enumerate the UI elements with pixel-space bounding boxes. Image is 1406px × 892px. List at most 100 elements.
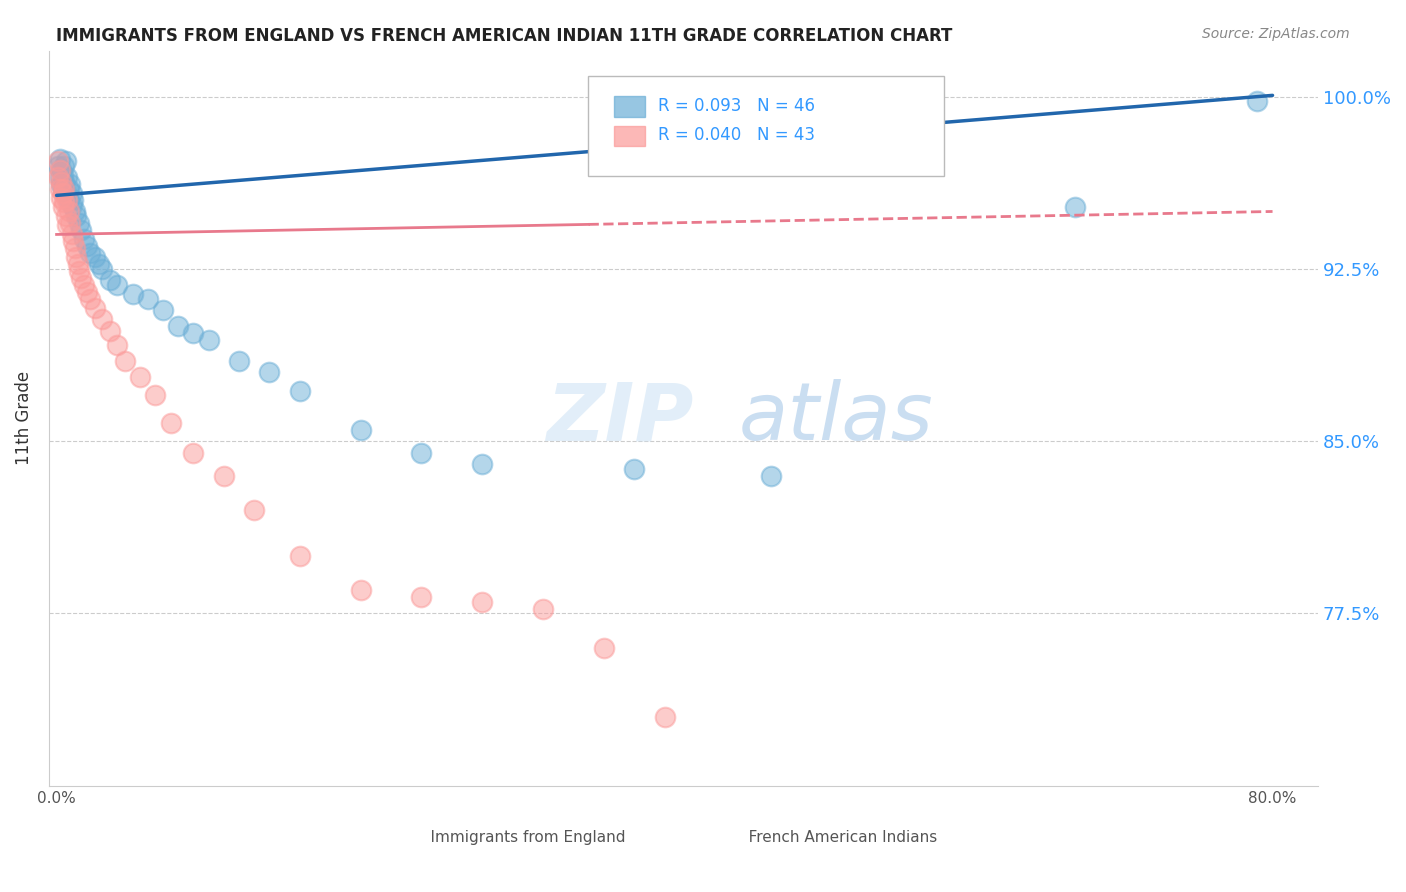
Point [46, 153, 69, 168]
Point [62, 235, 84, 249]
Point [98, 324, 121, 338]
Point [60, 197, 83, 211]
Point [53, 181, 76, 195]
Point [349, 583, 371, 598]
Point [52, 186, 75, 200]
Point [1246, 94, 1268, 108]
Point [55, 186, 77, 200]
Point [62, 193, 84, 207]
Point [152, 303, 174, 318]
Point [48, 152, 70, 166]
Point [49, 175, 72, 189]
Point [67, 264, 90, 278]
Point [53, 159, 76, 173]
Point [56, 219, 79, 233]
Point [89, 257, 111, 271]
Point [63, 204, 86, 219]
Point [129, 369, 152, 384]
Point [70, 271, 93, 285]
Point [411, 591, 433, 605]
Point [70, 223, 93, 237]
Point [49, 163, 72, 178]
Point [46, 169, 69, 184]
Point [56, 169, 79, 184]
Point [67, 216, 90, 230]
Point [114, 353, 136, 368]
Point [49, 191, 72, 205]
Point [159, 416, 181, 430]
Point [183, 326, 205, 341]
Point [79, 245, 101, 260]
Point [243, 503, 266, 517]
Point [349, 423, 371, 437]
Point [105, 277, 128, 292]
Text: IMMIGRANTS FROM ENGLAND VS FRENCH AMERICAN INDIAN 11TH GRADE CORRELATION CHART: IMMIGRANTS FROM ENGLAND VS FRENCH AMERIC… [56, 27, 953, 45]
Point [49, 177, 72, 191]
Point [76, 239, 98, 253]
Point [65, 251, 87, 265]
Point [79, 292, 101, 306]
Point [48, 163, 70, 178]
Point [46, 159, 69, 173]
Point [531, 602, 554, 616]
Point [63, 241, 86, 255]
Point [65, 209, 87, 223]
Point [52, 200, 75, 214]
Point [654, 710, 676, 724]
Text: French American Indians: French American Indians [734, 830, 938, 845]
Point [52, 181, 75, 195]
Point [145, 388, 167, 402]
Bar [353, 828, 385, 848]
Point [105, 337, 128, 351]
Point [167, 319, 190, 334]
Point [759, 468, 782, 483]
Point [83, 251, 105, 265]
Point [121, 287, 143, 301]
Point [59, 177, 82, 191]
Text: R = 0.093   N = 46: R = 0.093 N = 46 [658, 97, 815, 115]
Point [197, 333, 219, 347]
Point [60, 186, 83, 200]
Text: Source: ZipAtlas.com: Source: ZipAtlas.com [1202, 27, 1350, 41]
Bar [614, 126, 645, 146]
Point [91, 312, 114, 326]
Point [228, 353, 250, 368]
Text: Immigrants from England: Immigrants from England [412, 830, 626, 845]
Point [471, 457, 494, 471]
Point [592, 640, 614, 655]
Point [288, 549, 311, 563]
Point [91, 261, 114, 276]
Text: ZIP: ZIP [547, 379, 693, 458]
Point [183, 445, 205, 459]
Point [76, 285, 98, 299]
Point [288, 384, 311, 398]
Point [259, 365, 281, 379]
Point [59, 216, 82, 230]
Point [53, 195, 76, 210]
Point [411, 445, 433, 459]
Point [73, 232, 96, 246]
Point [52, 168, 75, 182]
Point [471, 595, 494, 609]
Bar [614, 96, 645, 117]
Point [136, 292, 159, 306]
Point [212, 468, 235, 483]
Point [48, 169, 70, 184]
Bar [747, 828, 779, 848]
Text: atlas: atlas [738, 379, 934, 458]
Text: R = 0.040   N = 43: R = 0.040 N = 43 [658, 126, 815, 145]
Point [55, 153, 77, 168]
Point [55, 209, 77, 223]
Point [98, 273, 121, 287]
Point [66, 257, 89, 271]
Point [48, 181, 70, 195]
Point [1064, 200, 1087, 214]
Point [53, 175, 76, 189]
Point [73, 277, 96, 292]
Point [623, 462, 645, 476]
Y-axis label: 11th Grade: 11th Grade [15, 371, 32, 466]
Point [60, 227, 83, 242]
Point [56, 193, 79, 207]
Point [58, 193, 80, 207]
Point [58, 181, 80, 195]
